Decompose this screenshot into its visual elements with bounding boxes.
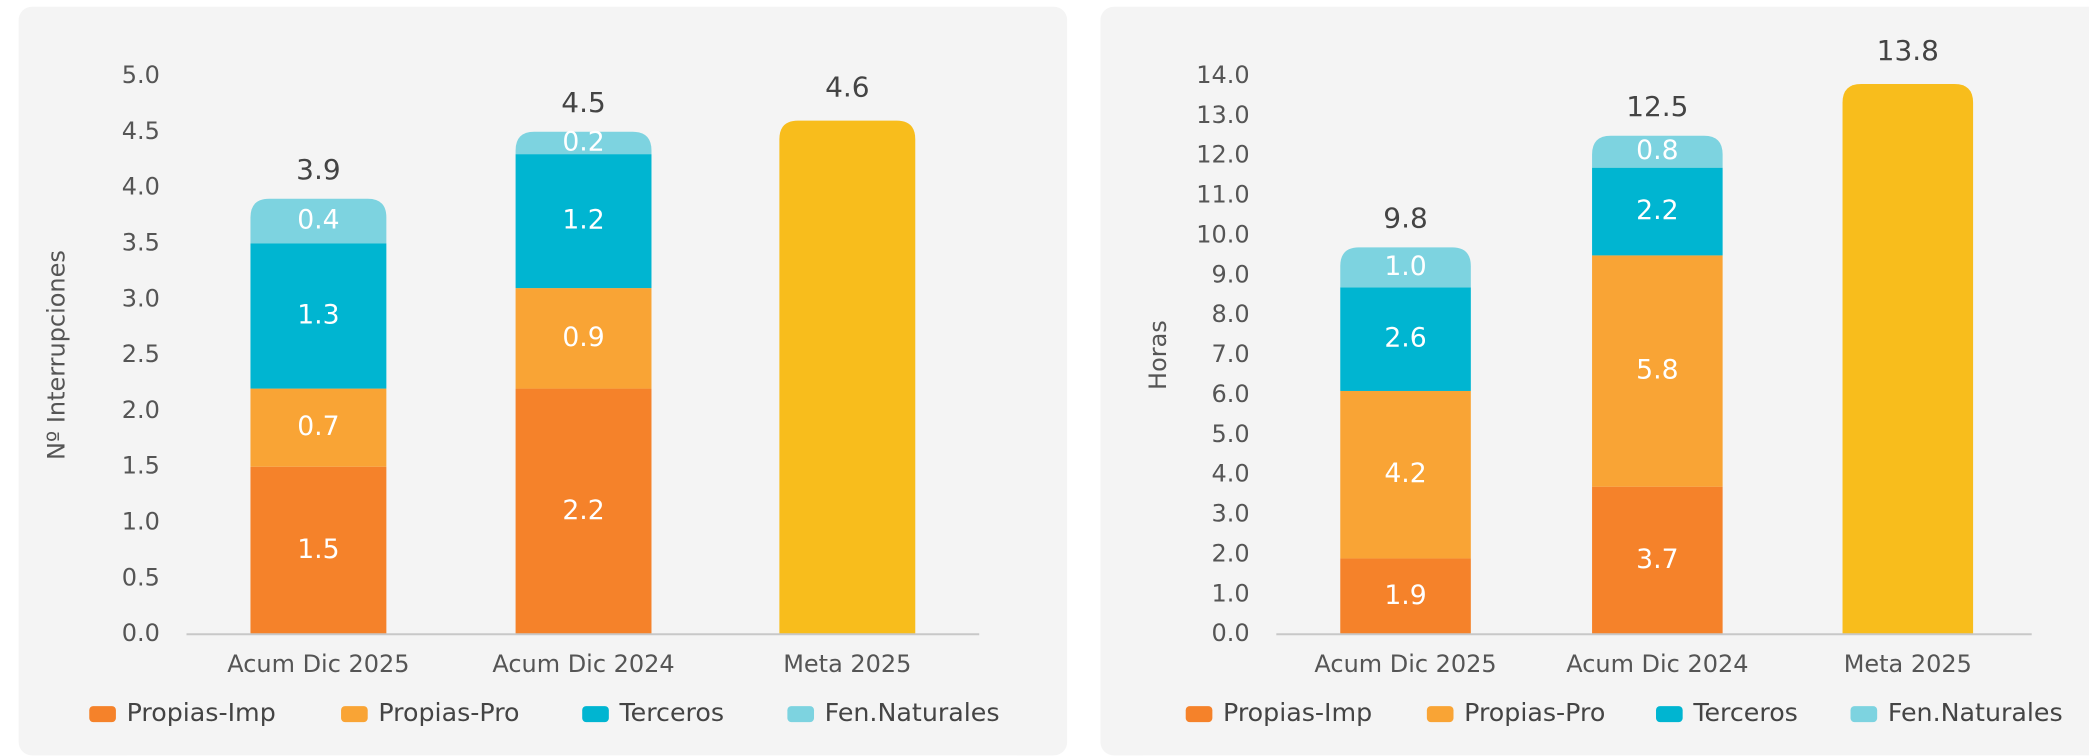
legend-swatch <box>1850 706 1878 723</box>
y-tick-label: 1.0 <box>1212 579 1250 607</box>
data-label: 1.5 <box>297 534 339 565</box>
legend-label: Propias-Pro <box>378 698 519 727</box>
y-tick-label: 4.0 <box>1212 460 1250 488</box>
data-label: 2.2 <box>562 495 604 526</box>
y-tick-label: 5.0 <box>1212 420 1250 448</box>
total-label: 13.8 <box>1877 34 1939 67</box>
y-tick-label: 5.0 <box>122 61 160 89</box>
legend-label: Terceros <box>1692 698 1798 727</box>
x-tick-label: Acum Dic 2025 <box>1314 650 1496 678</box>
data-label: 4.2 <box>1384 458 1426 489</box>
y-tick-label: 0.5 <box>122 563 160 591</box>
data-label: 0.9 <box>562 322 604 353</box>
bar-segment <box>250 198 387 244</box>
bar-segment <box>779 120 916 635</box>
y-tick-label: 13.0 <box>1196 101 1249 129</box>
legend-swatch <box>1656 706 1683 723</box>
y-tick-label: 7.0 <box>1212 340 1250 368</box>
y-tick-label: 11.0 <box>1196 181 1249 209</box>
y-tick-label: 6.0 <box>1212 380 1250 408</box>
data-label: 1.2 <box>562 205 604 236</box>
bar-segment <box>515 288 652 389</box>
legend-swatch <box>89 706 116 723</box>
x-tick-label: Acum Dic 2025 <box>227 650 409 678</box>
bar-segment <box>1340 558 1471 635</box>
bar-segment <box>1340 390 1471 559</box>
legend-label: Propias-Pro <box>1464 698 1605 727</box>
y-tick-label: 3.0 <box>1212 500 1250 528</box>
y-tick-label: 2.0 <box>122 396 160 424</box>
data-label: 1.9 <box>1384 580 1426 611</box>
bar-segment <box>1592 486 1723 635</box>
bar-segment <box>515 131 652 155</box>
data-label: 3.7 <box>1636 544 1678 575</box>
x-tick-label: Acum Dic 2024 <box>492 650 674 678</box>
data-label: 1.3 <box>297 300 339 331</box>
total-label: 3.9 <box>296 153 340 186</box>
total-label: 4.6 <box>825 71 869 104</box>
total-label: 9.8 <box>1383 201 1427 234</box>
y-tick-label: 14.0 <box>1196 61 1249 89</box>
data-label: 0.2 <box>562 126 604 157</box>
bar-segment <box>250 243 387 389</box>
y-tick-label: 9.0 <box>1212 260 1250 288</box>
x-tick-label: Meta 2025 <box>1844 650 1972 678</box>
x-tick-label: Meta 2025 <box>783 650 911 678</box>
bar-segment <box>250 388 387 467</box>
bar-segment <box>1592 255 1723 487</box>
y-axis-label: Horas <box>1144 320 1172 390</box>
y-tick-label: 4.5 <box>122 117 160 145</box>
y-tick-label: 3.5 <box>122 228 160 256</box>
y-tick-label: 3.0 <box>122 284 160 312</box>
data-label: 2.6 <box>1384 323 1426 354</box>
data-label: 2.2 <box>1636 195 1678 226</box>
data-label: 0.8 <box>1636 135 1678 166</box>
y-tick-label: 1.0 <box>122 508 160 536</box>
legend-label: Propias-Imp <box>127 698 276 727</box>
bar-segment <box>1842 83 1974 635</box>
y-tick-label: 2.5 <box>122 340 160 368</box>
data-label: 0.4 <box>297 205 339 236</box>
data-label: 5.8 <box>1636 355 1678 386</box>
y-tick-label: 1.5 <box>122 452 160 480</box>
y-axis-label: Nº Interrupciones <box>42 250 70 460</box>
y-tick-label: 10.0 <box>1196 220 1249 248</box>
legend-swatch <box>582 706 609 723</box>
bar-segment <box>1592 167 1723 256</box>
legend-swatch <box>787 706 815 723</box>
total-label: 4.5 <box>561 86 605 119</box>
bar-segment <box>515 154 652 289</box>
x-tick-label: Acum Dic 2024 <box>1566 650 1748 678</box>
bar-segment <box>1340 247 1471 288</box>
bar-segment <box>515 388 652 635</box>
legend-label: Terceros <box>619 698 725 727</box>
bar-segment <box>250 466 387 635</box>
y-tick-label: 2.0 <box>1212 539 1250 567</box>
legend-label: Propias-Imp <box>1223 698 1372 727</box>
y-tick-label: 12.0 <box>1196 141 1249 169</box>
y-tick-label: 4.0 <box>122 173 160 201</box>
legend-swatch <box>1185 706 1213 723</box>
data-label: 1.0 <box>1384 251 1426 282</box>
legend-label: Fen.Naturales <box>825 698 1000 727</box>
bar-segment <box>1340 287 1471 391</box>
legend-swatch <box>1426 706 1454 723</box>
bar-segment <box>1592 135 1723 168</box>
y-tick-label: 0.0 <box>1212 619 1250 647</box>
total-label: 12.5 <box>1626 90 1688 123</box>
y-tick-label: 8.0 <box>1212 300 1250 328</box>
y-tick-label: 0.0 <box>122 619 160 647</box>
legend-swatch <box>341 706 368 723</box>
data-label: 0.7 <box>297 411 339 442</box>
legend-label: Fen.Naturales <box>1888 698 2063 727</box>
